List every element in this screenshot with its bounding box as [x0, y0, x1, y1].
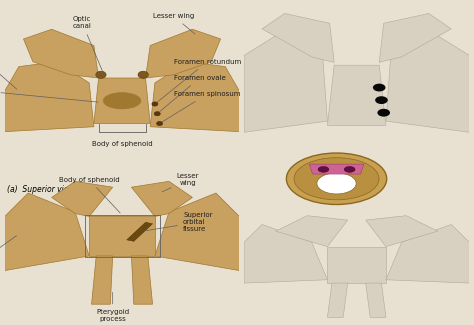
Circle shape — [344, 166, 355, 172]
Circle shape — [377, 109, 390, 117]
Polygon shape — [309, 164, 364, 174]
Polygon shape — [155, 193, 239, 270]
Polygon shape — [52, 181, 113, 216]
Polygon shape — [366, 283, 386, 317]
Text: Body of sphenoid: Body of sphenoid — [59, 177, 120, 213]
Polygon shape — [146, 29, 220, 78]
Circle shape — [138, 71, 148, 78]
Text: Superior
orbital
fissure: Superior orbital fissure — [146, 212, 212, 232]
Text: Foramen spinosum: Foramen spinosum — [162, 91, 240, 122]
Polygon shape — [5, 193, 89, 270]
Ellipse shape — [286, 153, 387, 204]
Circle shape — [152, 102, 158, 106]
Text: Body of sphenoid: Body of sphenoid — [92, 141, 152, 147]
Ellipse shape — [294, 158, 379, 200]
Circle shape — [154, 111, 160, 116]
Polygon shape — [24, 29, 99, 78]
Text: Sella
turcica: Sella turcica — [0, 84, 98, 102]
Circle shape — [318, 166, 329, 172]
Polygon shape — [91, 256, 113, 304]
Circle shape — [373, 84, 385, 91]
Polygon shape — [244, 225, 328, 283]
Polygon shape — [131, 181, 192, 216]
Circle shape — [317, 173, 356, 194]
Circle shape — [96, 71, 106, 78]
Ellipse shape — [103, 93, 141, 109]
Polygon shape — [262, 13, 334, 62]
Polygon shape — [127, 222, 153, 241]
Bar — [84, 215, 160, 257]
Text: Lesser wing: Lesser wing — [153, 13, 195, 34]
Text: Optic
canal: Optic canal — [73, 16, 102, 71]
Polygon shape — [131, 256, 153, 304]
Polygon shape — [5, 62, 94, 132]
Text: Foramen rotundum: Foramen rotundum — [157, 59, 241, 102]
Circle shape — [375, 96, 388, 104]
Text: Pterygoid
process: Pterygoid process — [96, 292, 129, 322]
Polygon shape — [94, 78, 150, 124]
Text: Greater
wing: Greater wing — [0, 52, 17, 89]
Text: Greater
wing: Greater wing — [0, 236, 17, 267]
Polygon shape — [328, 65, 386, 125]
Polygon shape — [328, 247, 386, 283]
Polygon shape — [386, 34, 469, 132]
Polygon shape — [276, 216, 347, 247]
Polygon shape — [150, 62, 239, 132]
Polygon shape — [366, 216, 438, 247]
Polygon shape — [244, 34, 328, 132]
Polygon shape — [328, 283, 347, 317]
Polygon shape — [379, 13, 451, 62]
Text: Lesser
wing: Lesser wing — [162, 174, 199, 192]
Text: Foramen ovale: Foramen ovale — [159, 75, 226, 112]
Circle shape — [156, 121, 163, 126]
Text: (a)  Superior view: (a) Superior view — [7, 185, 75, 194]
Polygon shape — [89, 216, 155, 256]
Polygon shape — [386, 225, 469, 283]
